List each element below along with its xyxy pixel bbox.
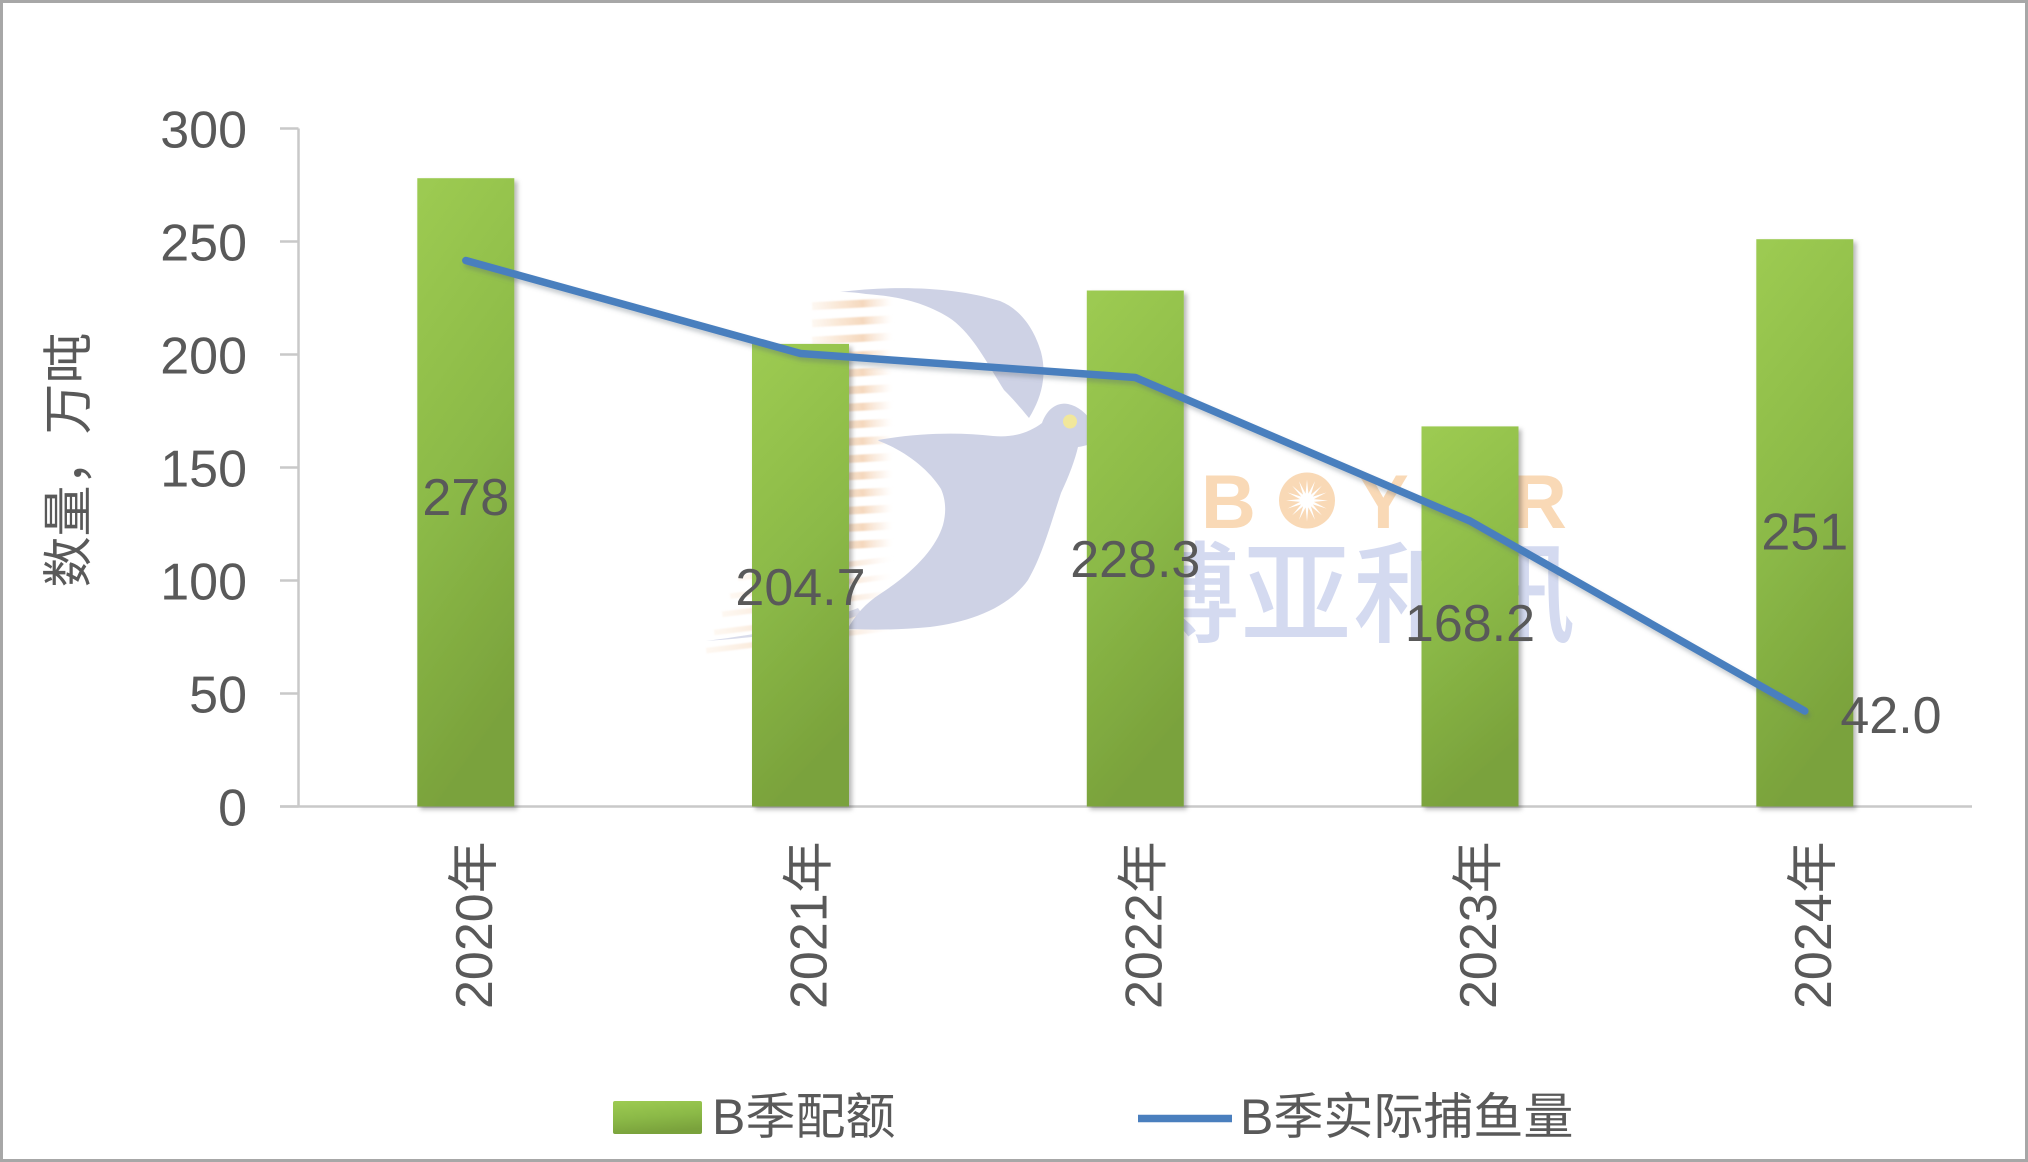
svg-text:2020: 2020 — [446, 893, 504, 1009]
svg-text:2021: 2021 — [781, 893, 839, 1009]
svg-text:2022: 2022 — [1115, 893, 1173, 1009]
svg-text:B: B — [712, 1089, 745, 1145]
svg-text:250: 250 — [160, 215, 247, 273]
svg-text:B: B — [1201, 460, 1256, 545]
svg-text:2024: 2024 — [1785, 893, 1843, 1009]
svg-text:R: R — [1512, 460, 1567, 545]
svg-text:300: 300 — [160, 102, 247, 160]
svg-text:B: B — [1240, 1089, 1273, 1145]
svg-text:150: 150 — [160, 441, 247, 499]
svg-text:278: 278 — [422, 469, 509, 527]
svg-text:251: 251 — [1761, 504, 1848, 562]
svg-text:50: 50 — [189, 667, 247, 725]
svg-text:0: 0 — [218, 780, 247, 838]
svg-text:2023: 2023 — [1450, 893, 1508, 1009]
svg-text:204.7: 204.7 — [735, 559, 865, 617]
svg-text:200: 200 — [160, 328, 247, 386]
svg-text:168.2: 168.2 — [1405, 595, 1535, 653]
svg-text:42.0: 42.0 — [1840, 687, 1941, 745]
svg-text:228.3: 228.3 — [1070, 531, 1200, 589]
svg-text:100: 100 — [160, 554, 247, 612]
